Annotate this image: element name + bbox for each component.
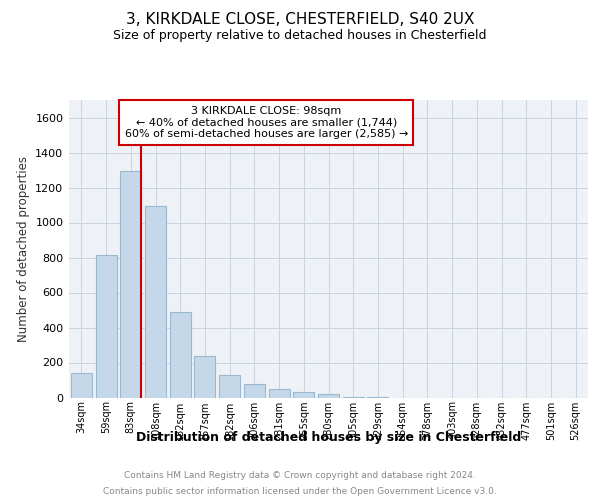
Text: Contains public sector information licensed under the Open Government Licence v3: Contains public sector information licen… xyxy=(103,486,497,496)
Y-axis label: Number of detached properties: Number of detached properties xyxy=(17,156,30,342)
Text: 3 KIRKDALE CLOSE: 98sqm
← 40% of detached houses are smaller (1,744)
60% of semi: 3 KIRKDALE CLOSE: 98sqm ← 40% of detache… xyxy=(125,106,408,139)
Bar xyxy=(367,397,388,398)
Bar xyxy=(71,373,92,398)
Text: Size of property relative to detached houses in Chesterfield: Size of property relative to detached ho… xyxy=(113,29,487,42)
Bar xyxy=(219,375,240,398)
Text: Distribution of detached houses by size in Chesterfield: Distribution of detached houses by size … xyxy=(136,431,521,444)
Bar xyxy=(318,394,339,398)
Bar xyxy=(269,389,290,398)
Text: 3, KIRKDALE CLOSE, CHESTERFIELD, S40 2UX: 3, KIRKDALE CLOSE, CHESTERFIELD, S40 2UX xyxy=(126,12,474,28)
Text: Contains HM Land Registry data © Crown copyright and database right 2024.: Contains HM Land Registry data © Crown c… xyxy=(124,472,476,480)
Bar xyxy=(145,206,166,398)
Bar xyxy=(95,255,116,398)
Bar xyxy=(343,396,364,398)
Bar xyxy=(293,392,314,398)
Bar xyxy=(170,312,191,398)
Bar xyxy=(244,384,265,398)
Bar xyxy=(194,356,215,398)
Bar xyxy=(120,171,141,398)
